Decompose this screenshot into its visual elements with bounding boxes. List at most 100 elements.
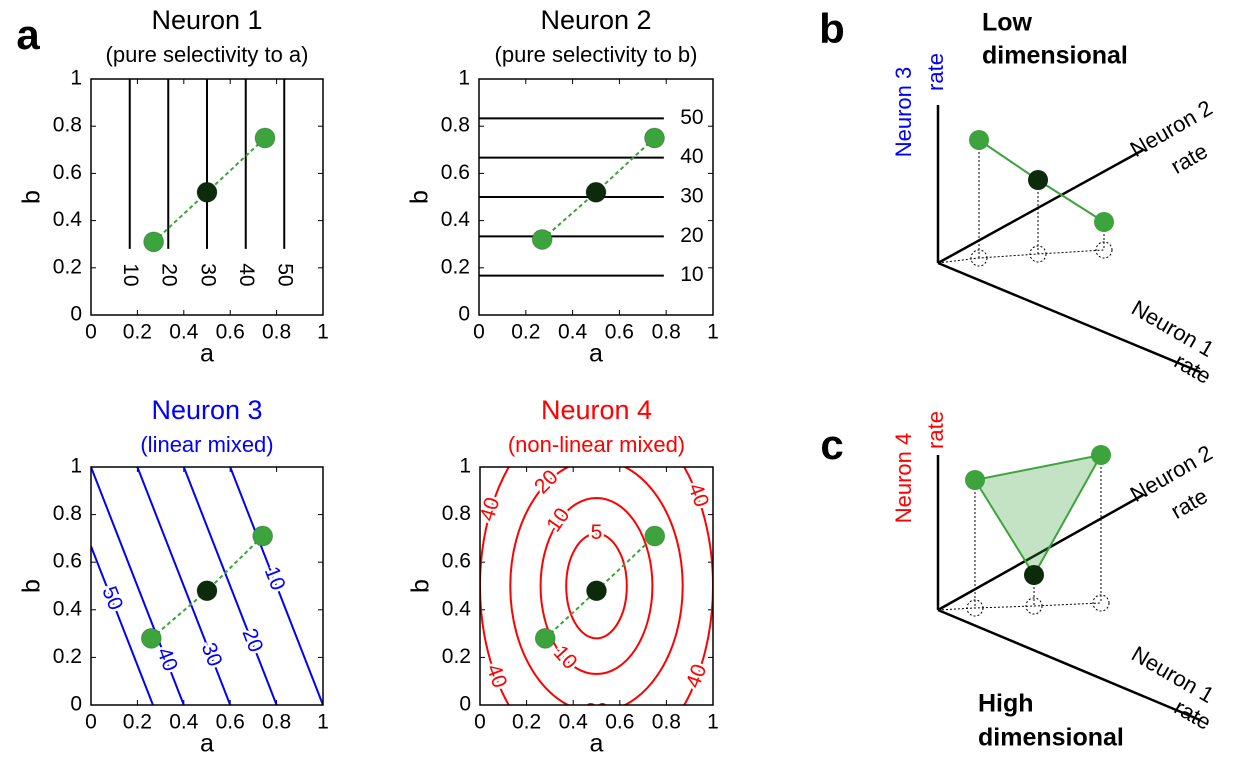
contour-ellipse <box>539 496 654 676</box>
contour-label: 20 <box>158 263 181 286</box>
y-tick-label: 0.8 <box>442 502 471 525</box>
x-tick-label: 0.2 <box>512 711 541 734</box>
y-axis-label: b <box>407 579 435 593</box>
contour-label: 40 <box>682 661 712 691</box>
axis-label: rate <box>1166 138 1211 179</box>
x-tick-label: 1 <box>707 321 719 344</box>
x-tick-label: 0.4 <box>559 711 589 734</box>
chart-panel: Neuron 4 (non-linear mixed) a b 0 0.2 0.4 0.6 0.… <box>407 395 719 757</box>
contour-line <box>182 467 278 705</box>
y-tick-label: 0.6 <box>53 161 82 184</box>
point <box>586 580 607 602</box>
contour-label: 20 <box>530 466 563 499</box>
y-tick-label: 0.4 <box>53 208 83 231</box>
x-tick-label: 0.6 <box>605 321 634 344</box>
chart-title: Neuron 2 <box>540 5 651 35</box>
contour-line <box>229 467 323 705</box>
x-tick-label: 0.4 <box>169 321 199 344</box>
y-tick-label: 0.6 <box>441 161 470 184</box>
point <box>140 627 162 649</box>
chart-title: Neuron 4 <box>541 395 652 425</box>
chart-subtitle: (pure selectivity to a) <box>106 42 309 67</box>
y-tick-label: 1 <box>70 455 82 478</box>
x-tick-label: 0.8 <box>262 711 291 734</box>
diagram-title: Low <box>982 9 1033 37</box>
x-axis-label: a <box>200 730 214 758</box>
y-tick-label: 1 <box>459 455 471 478</box>
y-tick-label: 0 <box>70 303 82 326</box>
contour-label: 40 <box>482 661 512 691</box>
contour-label: 20 <box>585 700 608 723</box>
x-tick-label: 0.6 <box>216 321 245 344</box>
y-tick-label: 0.6 <box>53 550 82 573</box>
axis <box>937 493 1144 612</box>
point <box>143 231 165 253</box>
y-axis-label: b <box>18 190 46 204</box>
panel-label: c <box>820 421 843 468</box>
plot-frame <box>479 466 714 706</box>
y-tick-label: 0.8 <box>441 114 470 137</box>
contour-label: 40 <box>235 263 258 286</box>
x-tick-label: 1 <box>317 711 329 734</box>
contour-label: 50 <box>97 583 127 613</box>
y-tick-label: 0 <box>458 303 470 326</box>
x-tick-label: 0 <box>85 711 97 734</box>
state-point <box>1091 445 1111 465</box>
x-tick-label: 0.6 <box>216 711 245 734</box>
axis-label: Neuron 3 <box>891 67 916 158</box>
contour-label: 30 <box>197 640 227 670</box>
axis <box>937 608 1201 722</box>
contour-line <box>91 467 185 705</box>
y-axis-label: b <box>18 579 46 593</box>
contour-line <box>136 467 232 705</box>
x-tick-label: 0.4 <box>558 321 588 344</box>
axis-label: Neuron 1 <box>1127 295 1218 362</box>
contour-label: 30 <box>680 185 703 208</box>
axis <box>937 148 1144 265</box>
contour-label: 10 <box>119 263 142 286</box>
y-tick-label: 0.2 <box>441 255 470 278</box>
panel-label: b <box>819 5 845 52</box>
point <box>644 525 666 547</box>
axis-label: rate <box>923 53 948 91</box>
x-tick-label: 0.2 <box>511 321 540 344</box>
x-tick-label: 0.2 <box>123 321 152 344</box>
y-tick-label: 0.4 <box>53 597 83 620</box>
contour-label: 10 <box>260 563 290 593</box>
y-tick-label: 0.4 <box>442 597 472 620</box>
contour-ellipse <box>565 532 628 640</box>
y-tick-label: 0.2 <box>53 645 82 668</box>
trajectory <box>544 535 656 640</box>
point <box>531 228 553 250</box>
x-tick-label: 0.4 <box>169 711 199 734</box>
state-point <box>965 470 985 490</box>
diagram-title: dimensional <box>978 724 1124 752</box>
point <box>534 627 556 649</box>
chart-title: Neuron 3 <box>151 395 262 425</box>
y-tick-label: 0.8 <box>53 114 82 137</box>
contour-label: 40 <box>152 644 182 674</box>
y-tick-label: 0 <box>459 693 471 716</box>
state-point <box>969 130 989 150</box>
x-tick-label: 0.8 <box>652 711 681 734</box>
axis-label: rate <box>1166 483 1211 524</box>
x-tick-label: 0.6 <box>605 711 634 734</box>
contours: 10 20 30 40 50 <box>479 103 706 289</box>
point <box>644 127 665 149</box>
panel-label: a <box>16 11 40 58</box>
x-tick-label: 0 <box>473 321 485 344</box>
point <box>254 127 276 149</box>
chart-subtitle: (linear mixed) <box>140 432 273 457</box>
contours: 10 20 30 40 50 <box>117 79 299 289</box>
x-tick-label: 0 <box>85 321 97 344</box>
contour-line <box>91 545 154 705</box>
projections <box>937 455 1110 617</box>
y-axis-label: b <box>406 190 434 204</box>
contour-label: 5 <box>591 521 603 544</box>
point <box>252 525 274 547</box>
y-tick-label: 0.2 <box>53 255 82 278</box>
contour-label: 10 <box>680 263 703 286</box>
y-tick-label: 0 <box>70 693 82 716</box>
y-tick-label: 1 <box>70 67 82 90</box>
chart-subtitle: (non-linear mixed) <box>508 432 685 457</box>
